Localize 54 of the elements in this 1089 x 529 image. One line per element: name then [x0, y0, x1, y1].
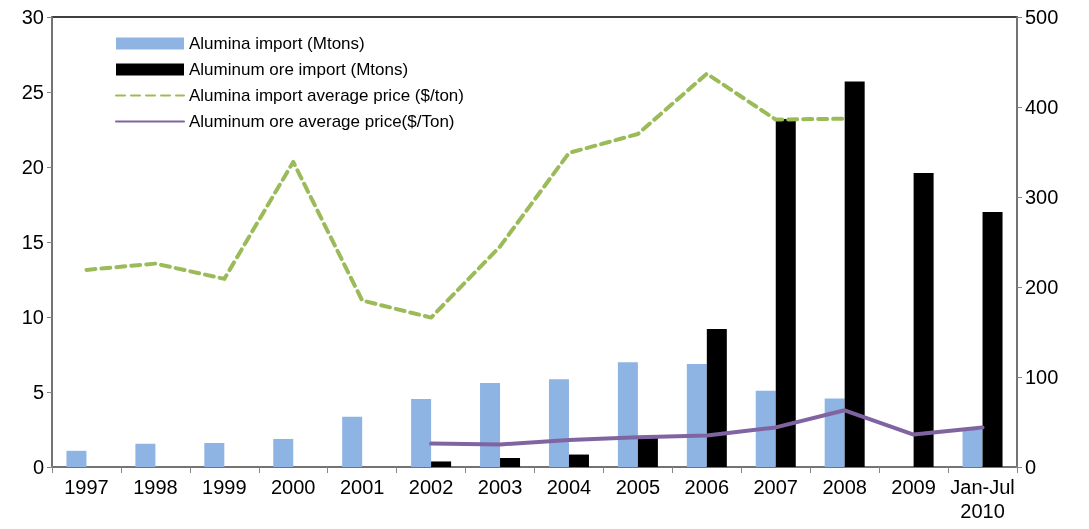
- legend-label: Alumina import (Mtons): [189, 34, 365, 53]
- bar: [706, 329, 727, 467]
- bar: [480, 383, 501, 467]
- legend-label: Aluminum ore import (Mtons): [189, 60, 409, 79]
- y2-tick-label: 200: [1025, 276, 1059, 298]
- bar: [755, 390, 776, 467]
- bar: [844, 81, 865, 467]
- bar: [411, 398, 432, 467]
- bar: [824, 398, 845, 467]
- x-tick-label: 2007: [753, 476, 798, 498]
- x-tick-label: 2008: [822, 476, 867, 498]
- y-tick-label: 0: [32, 456, 44, 478]
- y-tick-label: 30: [21, 6, 44, 28]
- bar: [135, 443, 156, 467]
- x-tick-label: 2006: [684, 476, 730, 498]
- y2-tick-label: 300: [1025, 186, 1059, 208]
- y2-tick-label: 500: [1025, 6, 1059, 28]
- x-tick-label: 1999: [202, 476, 247, 498]
- x-tick-label: 2005: [615, 476, 661, 498]
- legend-label: Alumina import average price ($/ton): [189, 86, 464, 105]
- y2-tick-label: 100: [1025, 366, 1059, 388]
- x-tick-label: 1997: [64, 476, 109, 498]
- x-tick-label: 2004: [546, 476, 592, 498]
- y-tick-label: 20: [21, 156, 44, 178]
- bar: [273, 438, 294, 467]
- y-tick-label: 5: [32, 381, 44, 403]
- bar: [775, 119, 796, 467]
- bar: [66, 450, 87, 467]
- y2-tick-label: 0: [1025, 456, 1037, 478]
- bar: [204, 443, 225, 467]
- y-tick-label: 10: [21, 306, 44, 328]
- bar: [637, 437, 658, 467]
- x-tick-label: 2003: [477, 476, 523, 498]
- x-tick-label: Jan-Jul 2010: [950, 476, 1015, 522]
- bar: [617, 362, 638, 467]
- bar: [686, 363, 707, 467]
- line-series: [429, 408, 985, 447]
- x-tick-label: 1998: [133, 476, 178, 498]
- x-tick-label: 2009: [891, 476, 936, 498]
- bar: [982, 212, 1003, 467]
- x-tick-label: 2002: [408, 476, 454, 498]
- bar: [568, 454, 589, 467]
- legend-label: Aluminum ore average price($/Ton): [189, 112, 455, 131]
- bar: [342, 416, 363, 467]
- bar: [500, 458, 521, 467]
- y-tick-label: 15: [21, 231, 44, 253]
- x-tick-label: 2001: [339, 476, 385, 498]
- x-tick-label: 2000: [271, 476, 316, 498]
- bar: [548, 379, 569, 467]
- y-tick-label: 25: [21, 81, 44, 103]
- y2-tick-label: 400: [1025, 96, 1059, 118]
- bar: [962, 429, 983, 467]
- bar: [913, 173, 934, 467]
- bar: [431, 461, 452, 467]
